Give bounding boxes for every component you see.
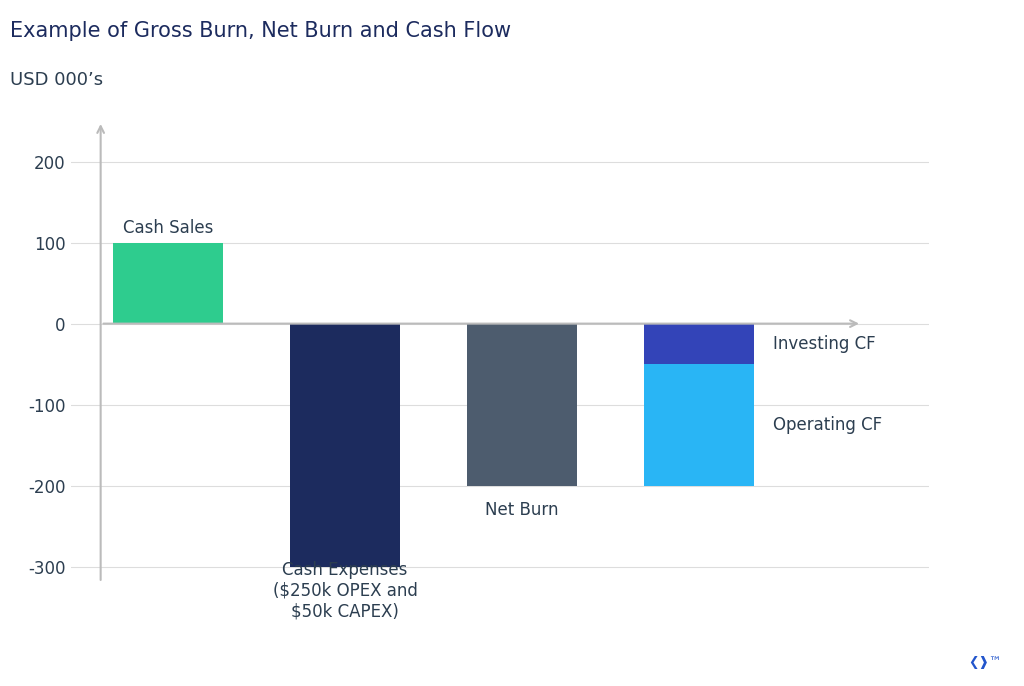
Bar <box>290 324 399 567</box>
Text: ❮❱™: ❮❱™ <box>968 656 1001 669</box>
Text: Cash Expenses
($250k OPEX and
$50k CAPEX): Cash Expenses ($250k OPEX and $50k CAPEX… <box>272 561 418 621</box>
Text: Cash Sales: Cash Sales <box>123 219 213 237</box>
Text: Net Burn: Net Burn <box>485 501 559 519</box>
Text: Investing CF: Investing CF <box>773 335 876 353</box>
Bar <box>644 364 754 486</box>
Text: Example of Gross Burn, Net Burn and Cash Flow: Example of Gross Burn, Net Burn and Cash… <box>10 21 511 40</box>
Bar <box>644 324 754 364</box>
Bar <box>467 324 577 486</box>
Text: Operating CF: Operating CF <box>773 416 883 434</box>
Text: USD 000’s: USD 000’s <box>10 71 103 89</box>
Bar <box>113 243 223 324</box>
